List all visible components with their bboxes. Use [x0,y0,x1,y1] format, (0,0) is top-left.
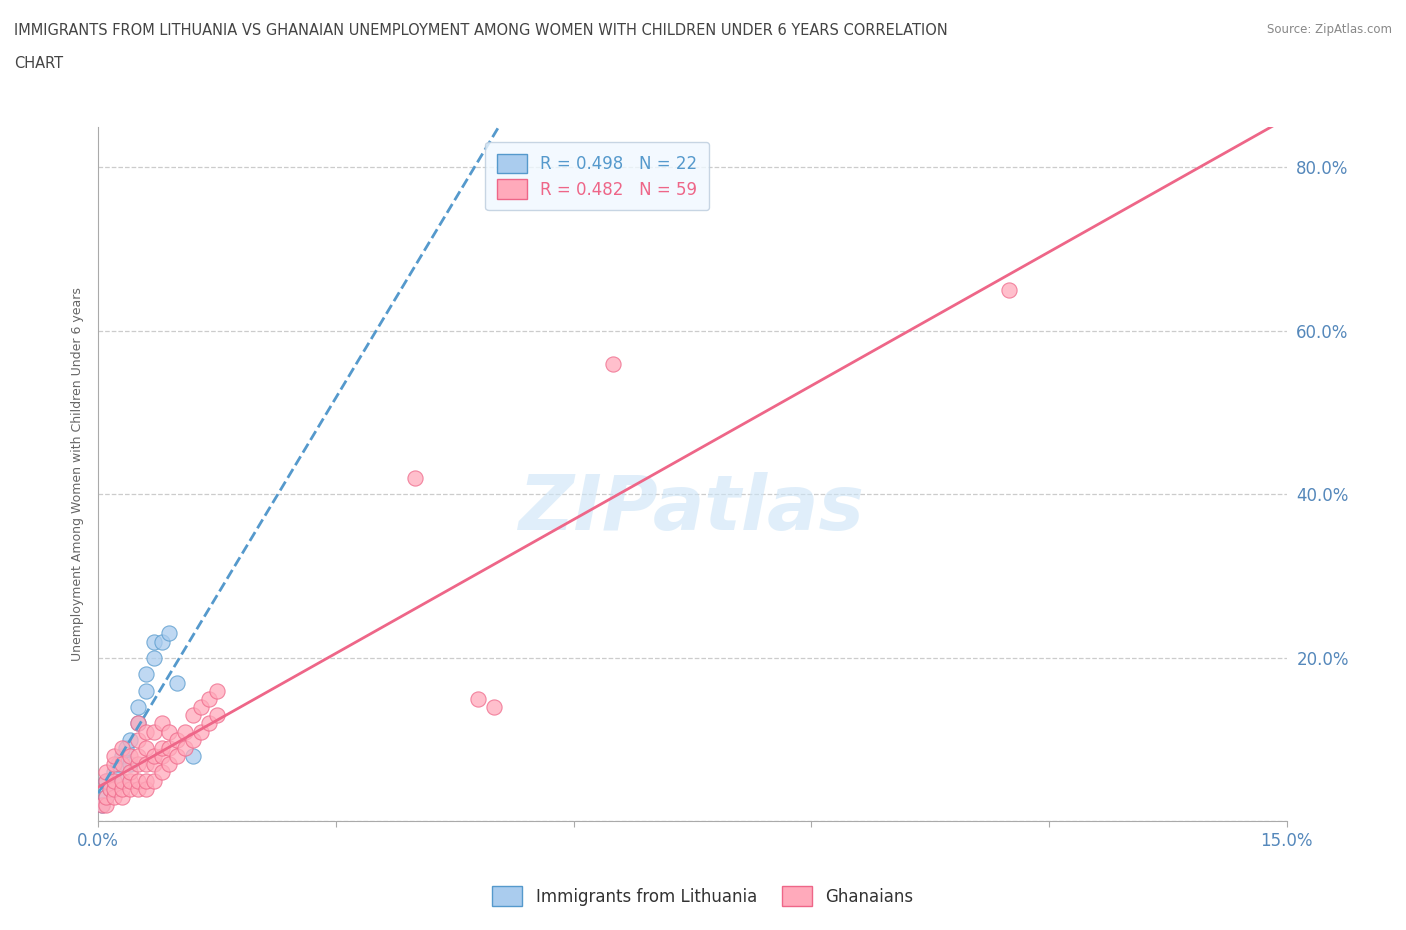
Point [127,699,149,714]
Point [127,781,149,796]
Point [142,651,165,666]
Point [174,740,197,755]
Point [159,626,181,641]
Point [94,798,117,813]
Point [166,732,188,747]
Point [404,471,426,485]
Point [118,773,141,788]
Point [142,757,165,772]
Point [135,684,157,698]
Point [198,716,221,731]
Point [118,757,141,772]
Point [484,699,506,714]
Legend: R = 0.498   N = 22, R = 0.482   N = 59: R = 0.498 N = 22, R = 0.482 N = 59 [485,142,709,210]
Point [142,749,165,764]
Point [135,757,157,772]
Point [142,773,165,788]
Point [127,757,149,772]
Point [150,740,173,755]
Y-axis label: Unemployment Among Women with Children Under 6 years: Unemployment Among Women with Children U… [72,287,84,661]
Point [98,781,121,796]
Point [205,708,228,723]
Point [150,749,173,764]
Point [150,765,173,780]
Point [174,724,197,739]
Point [190,699,212,714]
Point [118,749,141,764]
Legend: Immigrants from Lithuania, Ghanaians: Immigrants from Lithuania, Ghanaians [486,880,920,912]
Point [91,798,114,813]
Point [103,749,125,764]
Text: CHART: CHART [14,56,63,71]
Point [205,684,228,698]
Point [118,732,141,747]
Point [91,798,114,813]
Point [115,740,138,755]
Point [181,749,204,764]
Point [190,724,212,739]
Point [127,716,149,731]
Point [127,732,149,747]
Point [142,724,165,739]
Point [127,773,149,788]
Point [111,781,134,796]
Point [111,757,134,772]
Point [135,667,157,682]
Point [94,765,117,780]
Point [94,790,117,804]
Point [166,675,188,690]
Point [998,283,1021,298]
Point [107,757,129,772]
Point [467,691,489,706]
Point [135,740,157,755]
Text: ZIPatlas: ZIPatlas [519,472,865,546]
Point [135,773,157,788]
Point [159,757,181,772]
Point [103,773,125,788]
Point [159,724,181,739]
Point [135,724,157,739]
Point [94,790,117,804]
Point [103,765,125,780]
Point [94,773,117,788]
Point [135,781,157,796]
Text: Source: ZipAtlas.com: Source: ZipAtlas.com [1267,23,1392,36]
Point [118,781,141,796]
Point [181,732,204,747]
Point [198,691,221,706]
Point [118,765,141,780]
Point [166,749,188,764]
Point [602,356,624,371]
Point [159,740,181,755]
Point [111,773,134,788]
Point [150,634,173,649]
Text: IMMIGRANTS FROM LITHUANIA VS GHANAIAN UNEMPLOYMENT AMONG WOMEN WITH CHILDREN UND: IMMIGRANTS FROM LITHUANIA VS GHANAIAN UN… [14,23,948,38]
Point [111,749,134,764]
Point [103,757,125,772]
Point [111,773,134,788]
Point [111,740,134,755]
Point [103,790,125,804]
Point [111,790,134,804]
Point [103,781,125,796]
Point [94,773,117,788]
Point [127,749,149,764]
Point [98,781,121,796]
Point [142,634,165,649]
Point [103,781,125,796]
Point [181,708,204,723]
Point [150,716,173,731]
Point [127,716,149,731]
